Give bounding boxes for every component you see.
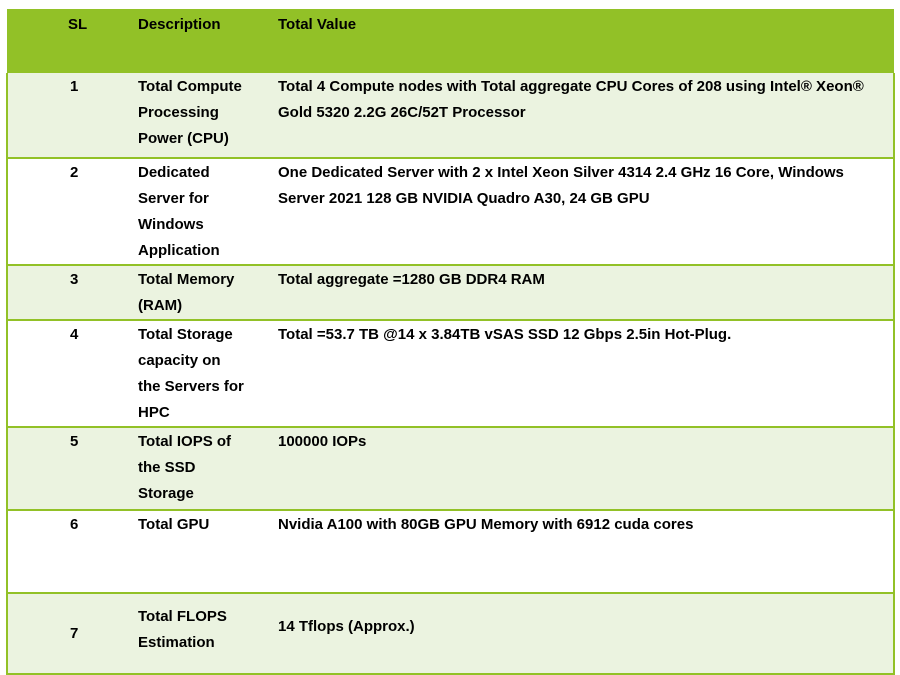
table-row: 3 Total Memory (RAM) Total aggregate =12… <box>7 265 894 320</box>
cell-sl: 1 <box>70 78 79 95</box>
cell-value: Total 4 Compute nodes with Total aggrega… <box>278 78 864 121</box>
table-row: 1 Total Compute Processing Power (CPU) T… <box>7 73 894 158</box>
cell-sl: 3 <box>70 271 79 288</box>
cell-value: 100000 IOPs <box>278 433 367 450</box>
hpc-specs-table: SL Description Total Value 1 Total Compu… <box>6 9 895 675</box>
table-header-row: SL Description Total Value <box>7 9 894 73</box>
cell-description: Total Storage capacity on the Servers fo… <box>138 326 244 421</box>
cell-description: Total Compute Processing Power (CPU) <box>138 78 242 147</box>
cell-description: Total GPU <box>138 516 210 533</box>
cell-sl: 7 <box>70 624 79 642</box>
header-sl: SL <box>68 16 88 33</box>
cell-description: Total IOPS of the SSD Storage <box>138 433 232 502</box>
header-description: Description <box>138 16 221 33</box>
cell-sl: 6 <box>70 516 79 533</box>
cell-value: One Dedicated Server with 2 x Intel Xeon… <box>278 164 844 207</box>
cell-sl: 4 <box>70 326 79 343</box>
table-row: 2 Dedicated Server for Windows Applicati… <box>7 158 894 265</box>
table-row: 7 Total FLOPS Estimation 14 Tflops (Appr… <box>7 593 894 674</box>
cell-description: Dedicated Server for Windows Application <box>138 164 220 259</box>
cell-description: Total FLOPS Estimation <box>138 608 227 651</box>
cell-description: Total Memory (RAM) <box>138 271 235 314</box>
cell-sl: 2 <box>70 164 79 181</box>
cell-value: Total =53.7 TB @14 x 3.84TB vSAS SSD 12 … <box>278 326 732 343</box>
cell-sl: 5 <box>70 433 79 450</box>
header-total-value: Total Value <box>278 16 357 33</box>
cell-value: Nvidia A100 with 80GB GPU Memory with 69… <box>278 516 694 533</box>
table-row: 4 Total Storage capacity on the Servers … <box>7 320 894 427</box>
cell-value: 14 Tflops (Approx.) <box>278 618 415 635</box>
table-row: 6 Total GPU Nvidia A100 with 80GB GPU Me… <box>7 510 894 593</box>
cell-value: Total aggregate =1280 GB DDR4 RAM <box>278 271 545 288</box>
table-row: 5 Total IOPS of the SSD Storage 100000 I… <box>7 427 894 510</box>
